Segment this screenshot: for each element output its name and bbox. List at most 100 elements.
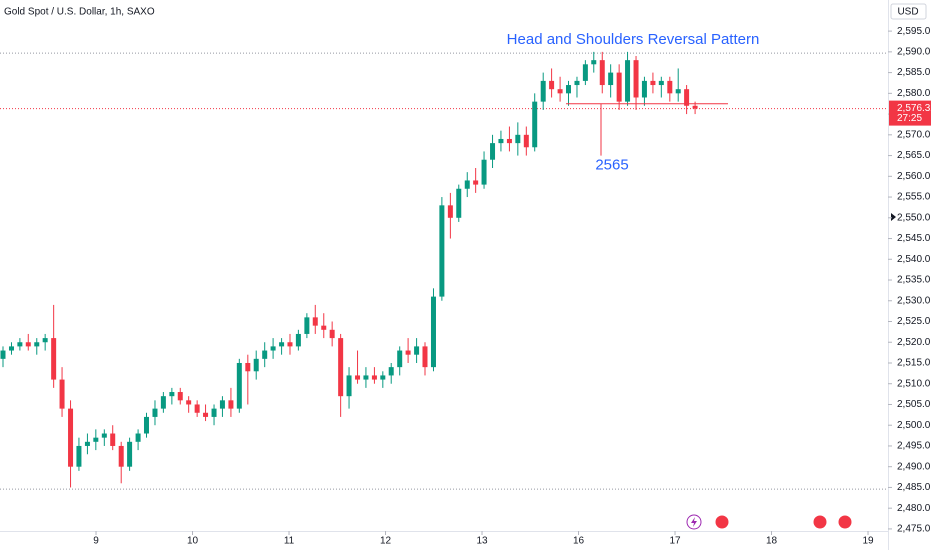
candle-body — [186, 400, 192, 405]
candle-body — [591, 60, 597, 65]
candle-body — [506, 138, 512, 144]
candle-body — [363, 375, 369, 380]
candle-body — [523, 134, 529, 148]
last-price-box — [889, 100, 931, 126]
candle-body — [8, 346, 14, 351]
y-tick-label: 2,590.0 — [897, 46, 931, 57]
candle-body — [422, 346, 428, 368]
candle-body — [574, 80, 580, 86]
y-tick-label: 2,535.0 — [897, 275, 931, 286]
candle-body — [169, 392, 175, 397]
candle-body — [625, 60, 631, 102]
event-icon[interactable] — [837, 514, 853, 530]
candle-body — [203, 412, 209, 417]
candle-body — [540, 80, 546, 102]
candle-body — [641, 80, 647, 98]
y-tick-label: 2,560.0 — [897, 171, 931, 182]
x-tick-label: 12 — [380, 536, 392, 547]
candle-body — [667, 80, 673, 94]
candle-body — [405, 350, 411, 355]
chart-title: Gold Spot / U.S. Dollar, 1h, SAXO — [4, 7, 155, 18]
candle-body — [253, 358, 259, 372]
y-tick-label: 2,480.0 — [897, 503, 931, 514]
candle-body — [355, 375, 361, 380]
candle-body — [42, 338, 48, 343]
candle-body — [608, 72, 614, 86]
candle-body — [219, 400, 225, 409]
candle-body — [380, 375, 386, 380]
candle-body — [34, 342, 40, 347]
candle-body — [228, 400, 234, 409]
y-tick-label: 2,500.0 — [897, 420, 931, 431]
currency-box[interactable] — [890, 3, 927, 20]
candle-body — [321, 325, 327, 330]
candle-body — [388, 367, 394, 376]
candle-body — [464, 180, 470, 189]
event-icon-glyph — [691, 517, 697, 527]
candle-body — [177, 392, 183, 401]
candle-body — [152, 408, 158, 417]
candle-body — [557, 89, 563, 94]
candle-body — [101, 433, 107, 438]
y-tick-label: 2,550.0 — [897, 212, 931, 223]
candle-body — [675, 89, 681, 94]
candle-body — [84, 441, 90, 446]
candle-body — [194, 404, 200, 413]
x-tick-label: 19 — [862, 536, 874, 547]
candle-body — [304, 317, 310, 334]
x-tick-label: 10 — [187, 536, 199, 547]
candle-body — [456, 188, 462, 218]
candle-body — [160, 396, 166, 409]
y-tick-label: 2,565.0 — [897, 150, 931, 161]
candle-body — [490, 143, 496, 160]
candle-body — [17, 342, 23, 347]
candle-body — [211, 408, 217, 417]
candle-body — [616, 72, 622, 102]
candle-body — [118, 445, 124, 467]
candle-body — [684, 89, 690, 106]
candle-body — [498, 138, 504, 144]
y-tick-label: 2,540.0 — [897, 254, 931, 265]
candle-body — [692, 105, 698, 109]
candle-body — [0, 350, 6, 359]
y-tick-label: 2,525.0 — [897, 316, 931, 327]
x-tick-label: 17 — [669, 536, 681, 547]
y-tick-label: 2,510.0 — [897, 378, 931, 389]
candle-body — [515, 134, 521, 144]
candle-body — [565, 85, 571, 94]
candle-body — [650, 80, 656, 86]
candle-body — [295, 333, 301, 347]
y-tick-label: 2,520.0 — [897, 337, 931, 348]
price-pointer — [891, 213, 896, 221]
y-tick-label: 2,505.0 — [897, 399, 931, 410]
candle-body — [439, 205, 445, 297]
candle-body — [59, 379, 65, 409]
x-tick-label: 9 — [93, 536, 99, 547]
candle-body — [582, 64, 588, 81]
y-tick-label: 2,485.0 — [897, 482, 931, 493]
candle-body — [549, 80, 555, 90]
candle-body — [25, 342, 31, 347]
candle-body — [430, 296, 436, 368]
pattern-label: Head and Shoulders Reversal Pattern — [507, 31, 760, 48]
candle-body — [135, 433, 141, 442]
y-tick-label: 2,585.0 — [897, 67, 931, 78]
candle-body — [287, 342, 293, 347]
countdown: 27:25 — [897, 113, 922, 124]
candle-body — [658, 80, 664, 86]
candle-body — [93, 437, 99, 442]
y-tick-label: 2,570.0 — [897, 129, 931, 140]
x-tick-label: 16 — [573, 536, 585, 547]
candle-body — [262, 350, 268, 359]
event-icon[interactable] — [714, 514, 730, 530]
candle-body — [236, 362, 242, 409]
y-tick-label: 2,515.0 — [897, 358, 931, 369]
event-icon[interactable] — [812, 514, 828, 530]
candle-body — [110, 433, 116, 446]
y-tick-label: 2,475.0 — [897, 524, 931, 535]
candle-body — [68, 408, 74, 467]
candle-body — [127, 441, 133, 467]
y-tick-label: 2,580.0 — [897, 88, 931, 99]
x-tick-label: 11 — [284, 536, 295, 547]
